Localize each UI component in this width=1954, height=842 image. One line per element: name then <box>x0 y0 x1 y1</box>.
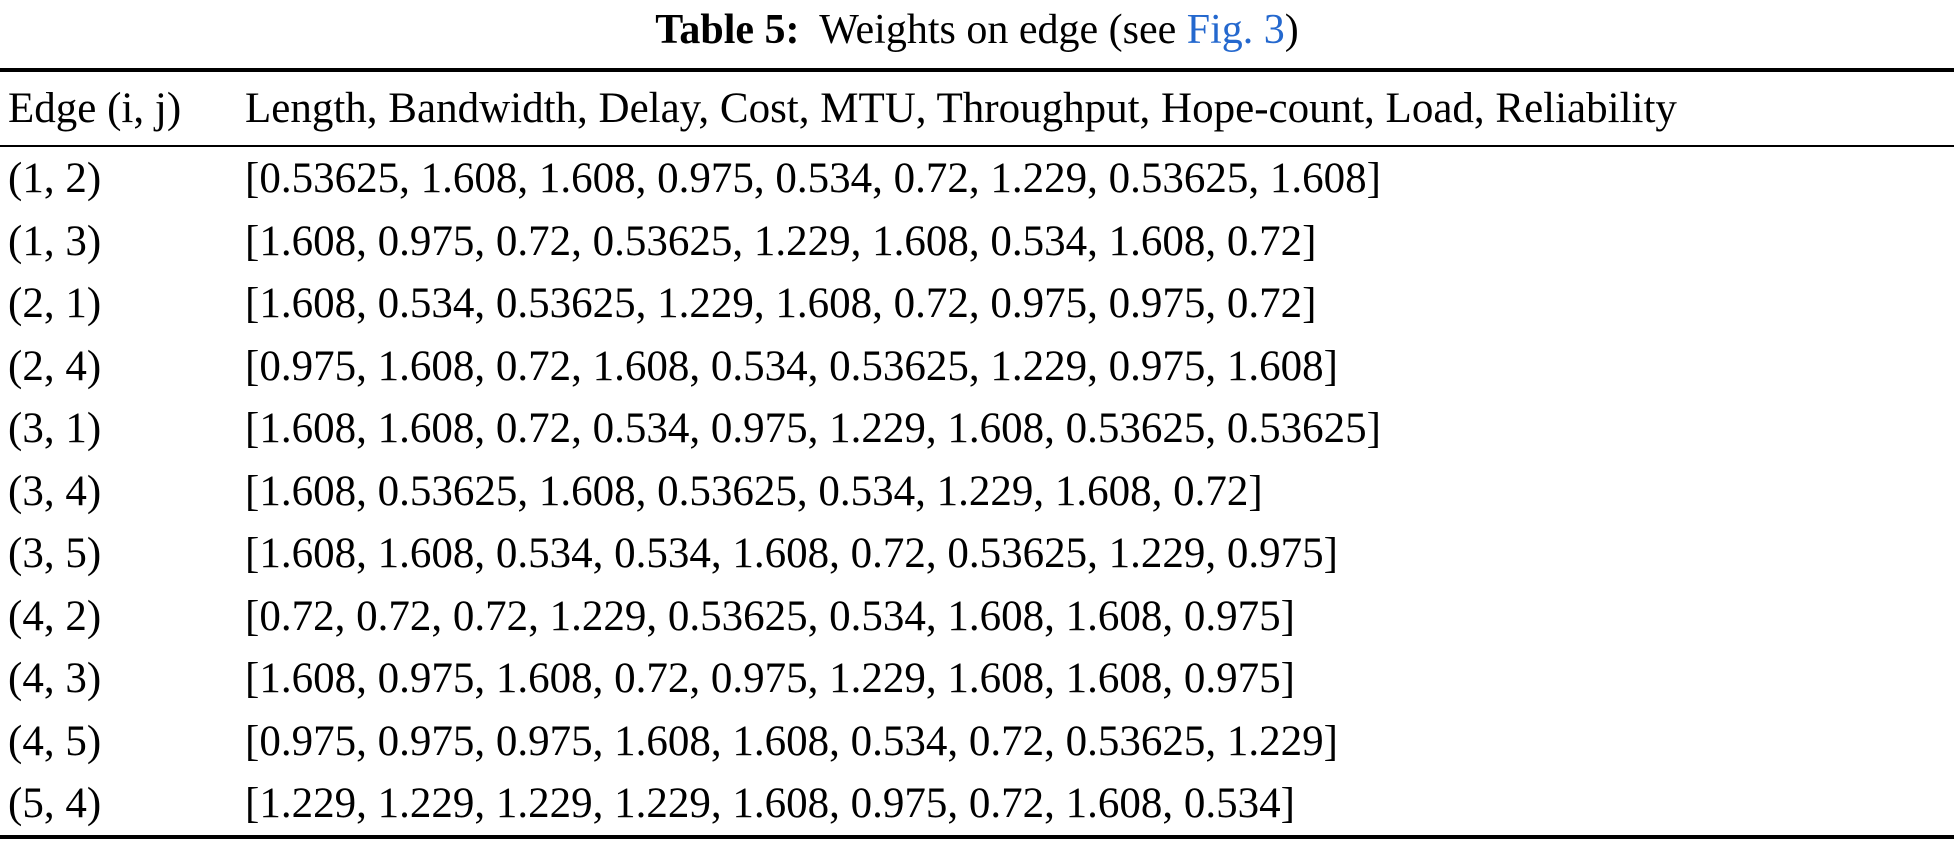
table-row: (3, 1) [1.608, 1.608, 0.72, 0.534, 0.975,… <box>0 397 1954 460</box>
table-row: (1, 3) [1.608, 0.975, 0.72, 0.53625, 1.22… <box>0 210 1954 273</box>
table-row: (1, 2) [0.53625, 1.608, 1.608, 0.975, 0.5… <box>0 146 1954 210</box>
weights-cell: [1.608, 0.975, 0.72, 0.53625, 1.229, 1.6… <box>245 217 1317 265</box>
weights-cell: [1.608, 0.53625, 1.608, 0.53625, 0.534, … <box>245 467 1263 515</box>
edge-cell: (2, 1) <box>8 280 102 328</box>
edge-cell: (4, 2) <box>8 592 102 640</box>
caption-label: Table 5: <box>655 7 800 53</box>
table-row: (4, 5) [0.975, 0.975, 0.975, 1.608, 1.608… <box>0 710 1954 773</box>
weights-cell: [1.608, 0.975, 1.608, 0.72, 0.975, 1.229… <box>245 655 1295 703</box>
edge-cell: (1, 2) <box>8 155 102 203</box>
edge-cell: (3, 5) <box>8 530 102 578</box>
weights-cell: [1.608, 0.534, 0.53625, 1.229, 1.608, 0.… <box>245 280 1317 328</box>
weights-cell: [1.608, 1.608, 0.72, 0.534, 0.975, 1.229… <box>245 405 1381 453</box>
weights-cell: [0.53625, 1.608, 1.608, 0.975, 0.534, 0.… <box>245 155 1381 203</box>
edge-cell: (3, 4) <box>8 467 102 515</box>
table-row: (3, 4) [1.608, 0.53625, 1.608, 0.53625, 0… <box>0 460 1954 523</box>
weights-cell: [1.608, 1.608, 0.534, 0.534, 1.608, 0.72… <box>245 530 1338 578</box>
header-edge: Edge (i, j) <box>0 70 237 148</box>
table-row: (4, 2) [0.72, 0.72, 0.72, 1.229, 0.53625,… <box>0 585 1954 648</box>
header-row: Edge (i, j) Length, Bandwidth, Delay, Co… <box>0 70 1954 148</box>
edge-cell: (4, 5) <box>8 717 102 765</box>
table-row: (2, 1) [1.608, 0.534, 0.53625, 1.229, 1.6… <box>0 272 1954 335</box>
weights-cell: [0.975, 0.975, 0.975, 1.608, 1.608, 0.53… <box>245 717 1338 765</box>
header-weights: Length, Bandwidth, Delay, Cost, MTU, Thr… <box>237 70 1954 148</box>
table-row: (4, 3) [1.608, 0.975, 1.608, 0.72, 0.975,… <box>0 647 1954 710</box>
edge-cell: (5, 4) <box>8 780 102 828</box>
weights-table: Edge (i, j) Length, Bandwidth, Delay, Co… <box>0 68 1954 839</box>
table-row: (3, 5) [1.608, 1.608, 0.534, 0.534, 1.608… <box>0 522 1954 585</box>
table-row: (2, 4) [0.975, 1.608, 0.72, 1.608, 0.534,… <box>0 335 1954 398</box>
edge-cell: (2, 4) <box>8 342 102 390</box>
edge-cell: (4, 3) <box>8 655 102 703</box>
weights-cell: [0.72, 0.72, 0.72, 1.229, 0.53625, 0.534… <box>245 592 1295 640</box>
caption-suffix: ) <box>1284 7 1299 53</box>
caption-fig-link[interactable]: Fig. 3 <box>1186 7 1285 53</box>
edge-cell: (1, 3) <box>8 217 102 265</box>
caption-text: Weights on edge (see <box>819 7 1177 53</box>
weights-cell: [0.975, 1.608, 0.72, 1.608, 0.534, 0.536… <box>245 342 1338 390</box>
weights-cell: [1.229, 1.229, 1.229, 1.229, 1.608, 0.97… <box>245 780 1295 828</box>
table-row: (5, 4) [1.229, 1.229, 1.229, 1.229, 1.608… <box>0 772 1954 837</box>
edge-cell: (3, 1) <box>8 405 102 453</box>
table-body: (1, 2) [0.53625, 1.608, 1.608, 0.975, 0.5… <box>0 146 1954 837</box>
table-caption: Table 5: Weights on edge (see Fig. 3) <box>0 0 1954 54</box>
